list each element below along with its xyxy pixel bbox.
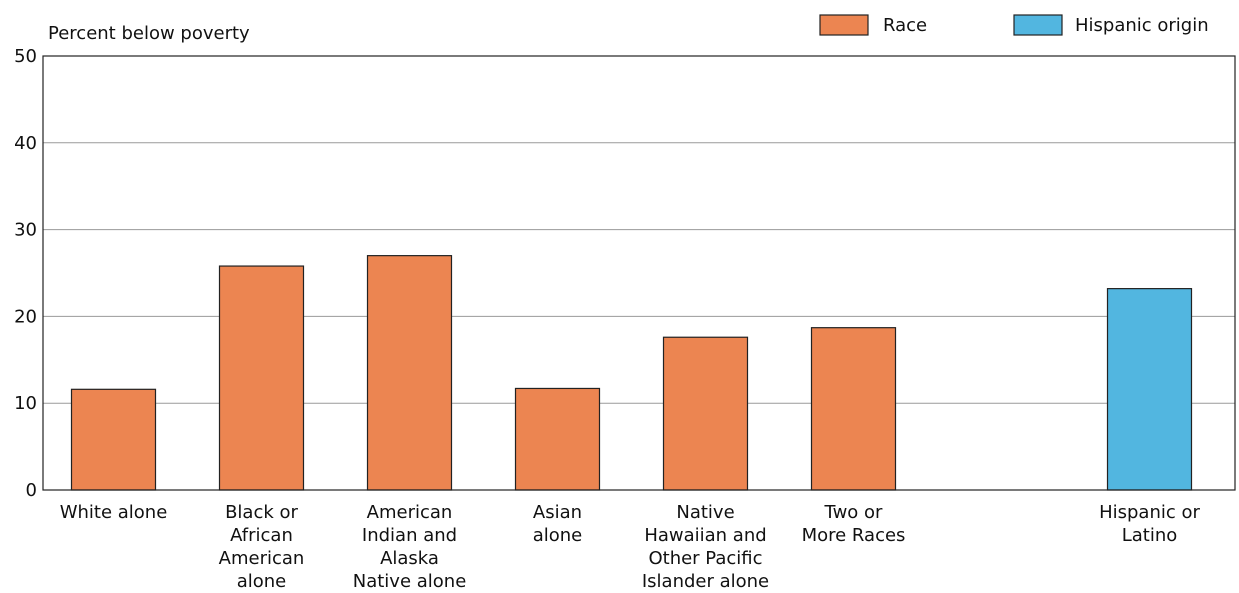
y-axis-ticks: 0 10 20 30 40 50 [14,46,37,501]
category-labels: White alone Black orAfricanAmericanaloneA… [60,502,1201,592]
y-tick-label: 20 [14,306,37,327]
y-tick-label: 50 [14,46,37,67]
legend-label: Hispanic origin [1075,15,1209,36]
category-label-line: Black or [225,502,298,523]
category-label-line: Hawaiian and [644,525,766,546]
category-label-line: Other Pacific [648,548,762,569]
category-label-line: American [219,548,305,569]
bar [70,388,157,491]
bar [1106,288,1193,491]
legend-swatch [1013,14,1063,36]
category-label-line: Indian and [362,525,457,546]
plot-frame [42,55,1236,491]
category-label-line: Alaska [380,548,439,569]
bar [218,265,305,491]
bar [366,255,453,491]
y-tick-label: 10 [14,393,37,414]
category-label-line: White alone [60,502,168,523]
category-label-line: alone [533,525,583,546]
bar [810,327,897,491]
category-label-line: Native alone [353,571,467,592]
legend-item: Race [819,14,927,36]
category-label-line: Native [676,502,734,523]
category-label-line: Asian [533,502,582,523]
y-tick-label: 40 [14,133,37,154]
bar [514,387,601,491]
category-label-line: More Races [802,525,906,546]
category-label-line: Two or [824,502,883,523]
y-axis-label: Percent below poverty [48,23,250,44]
category-label: White alone [60,502,168,523]
category-label-line: alone [237,571,287,592]
category-label-line: African [230,525,293,546]
y-tick-label: 30 [14,220,37,241]
bar [662,336,749,491]
bars [70,255,1193,491]
legend-label: Race [883,15,927,36]
legend: Race Hispanic origin [819,14,1209,36]
category-label-line: Islander alone [642,571,769,592]
category-label-line: Latino [1122,525,1178,546]
category-label-line: Hispanic or [1099,502,1200,523]
category-label-line: American [367,502,453,523]
legend-swatch [819,14,869,36]
legend-item: Hispanic origin [1013,14,1209,36]
y-tick-label: 0 [26,480,37,501]
